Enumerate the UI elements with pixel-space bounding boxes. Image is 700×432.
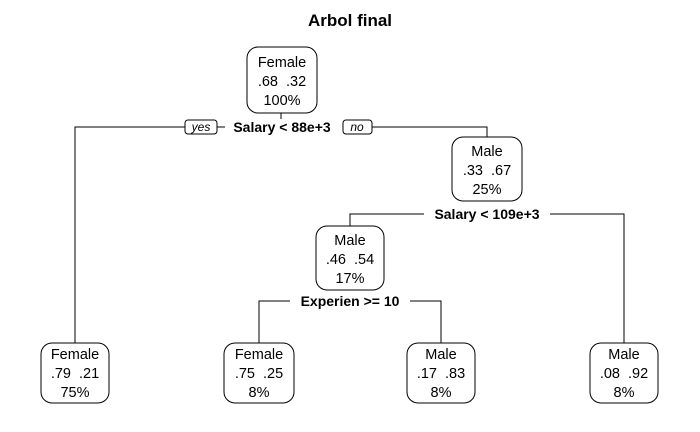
diagram-title: Arbol final [308,11,392,30]
no-tag-box [342,119,373,135]
node-mid: Male .46 .54 17% [315,225,385,291]
leaf-3: Male .17 .83 8% [406,342,476,404]
node-class: Female [258,55,306,71]
node-probs: .79 .21 [51,366,99,382]
node-probs: .33 .67 [463,163,511,179]
node-male: Male .33 .67 25% [451,136,523,202]
node-percent: 8% [249,385,270,401]
node-percent: 8% [431,385,452,401]
node-probs: .46 .54 [326,252,374,268]
edge-mid-left [258,300,290,343]
leaf-2: Female .75 .25 8% [223,342,295,404]
leaf-1: Female .79 .21 75% [40,342,110,404]
node-class: Male [425,347,456,363]
node-probs: .68 .32 [258,74,306,90]
node-probs: .17 .83 [417,366,465,382]
yes-tag-box [184,119,218,135]
no-tag: no [350,120,364,134]
node-percent: 100% [263,93,300,109]
node-class: Male [471,144,502,160]
edge-root-left [74,126,185,345]
node-class: Male [334,233,365,249]
split-mid-label: Experien >= 10 [301,293,400,309]
node-probs: .08 .92 [600,366,648,382]
yes-tag: yes [191,120,211,134]
edge-mid-right [410,300,442,343]
node-class: Female [51,347,99,363]
leaf-4: Male .08 .92 8% [589,342,659,404]
node-root: Female .68 .32 100% [246,46,318,114]
node-class: Female [235,347,283,363]
edge-right-left [349,213,424,226]
node-percent: 17% [335,271,364,287]
edge-root-right [372,126,488,137]
node-class: Male [608,347,639,363]
node-probs: .75 .25 [235,366,283,382]
split-root-label: Salary < 88e+3 [233,119,331,135]
node-percent: 25% [472,182,501,198]
edge-right-right [550,213,625,343]
split-labels: yes Salary < 88e+3 no Salary < 109e+3 Ex… [184,119,540,309]
node-percent: 75% [60,385,89,401]
node-percent: 8% [614,385,635,401]
split-right-label: Salary < 109e+3 [434,206,539,222]
tree-edges [74,113,625,345]
